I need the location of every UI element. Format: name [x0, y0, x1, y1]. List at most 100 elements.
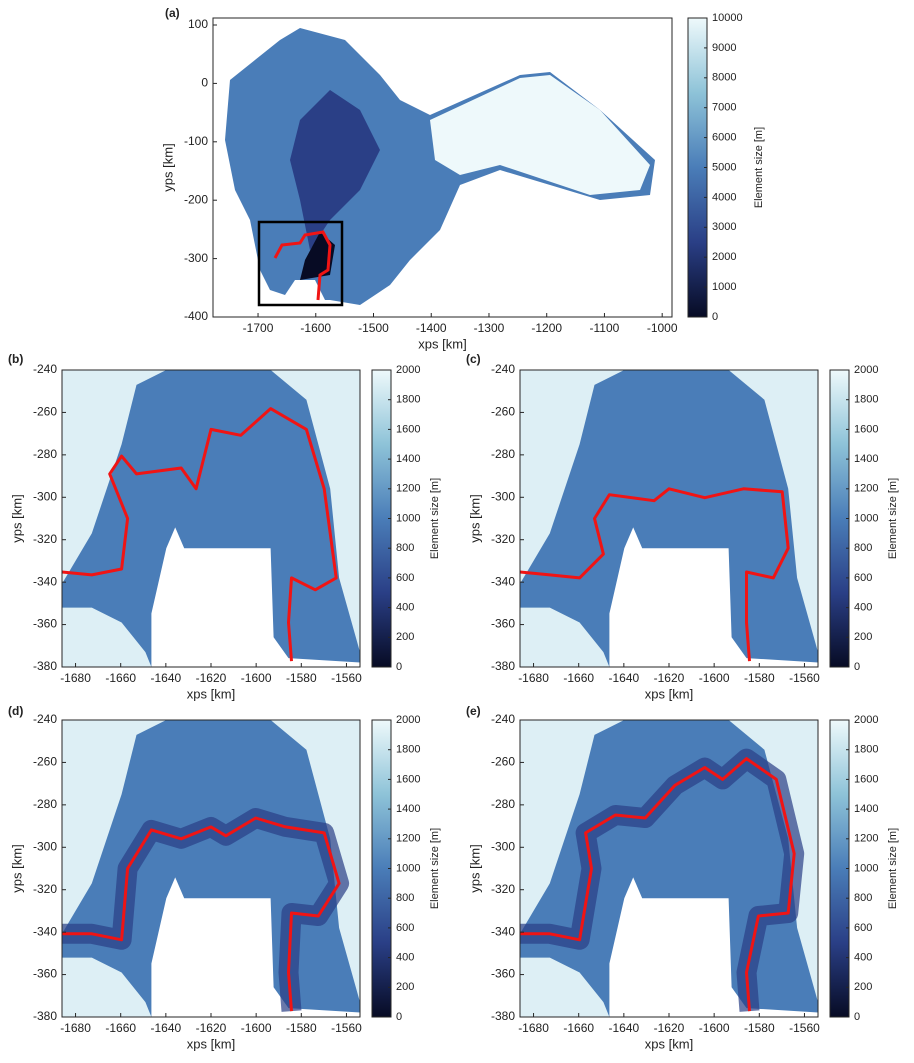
y-tick-label: -280 — [33, 797, 57, 811]
x-tick-label: -1640 — [608, 671, 639, 685]
colorbar-tick-label: 800 — [396, 542, 414, 554]
colorbar-tick-label: 7000 — [712, 102, 736, 114]
y-tick-label: -340 — [491, 574, 515, 588]
x-tick-label: -1680 — [60, 1021, 91, 1035]
y-tick-label: -240 — [491, 712, 515, 726]
x-axis-label: xps [km] — [187, 686, 235, 701]
y-axis-label: yps [km] — [9, 844, 24, 892]
colorbar-tick-label: 1600 — [854, 423, 878, 435]
y-axis-label: yps [km] — [160, 143, 175, 191]
x-tick-label: -1100 — [590, 321, 620, 335]
x-tick-label: -1600 — [699, 671, 730, 685]
ocean — [151, 877, 360, 1017]
y-tick-label: -340 — [33, 924, 57, 938]
x-tick-label: -1580 — [286, 1021, 317, 1035]
y-tick-label: -320 — [491, 882, 515, 896]
colorbar-label: Element size [m] — [429, 828, 441, 909]
y-tick-label: -320 — [33, 532, 57, 546]
colorbar-tick-label: 1800 — [854, 394, 878, 406]
colorbar-tick-label: 1800 — [396, 744, 420, 756]
y-tick-label: -240 — [33, 712, 57, 726]
colorbar-tick-label: 1000 — [854, 512, 878, 524]
axes-frame — [212, 17, 673, 318]
ice-mesh — [62, 370, 360, 667]
x-tick-label: -1500 — [358, 321, 389, 335]
y-tick-label: -260 — [33, 405, 57, 419]
colorbar-tick-label: 0 — [712, 311, 718, 323]
map — [520, 370, 818, 667]
x-tick-label: -1660 — [105, 1021, 136, 1035]
x-tick-label: -1660 — [563, 1021, 594, 1035]
x-tick-label: -1700 — [243, 321, 274, 335]
panel-label: (d) — [8, 704, 23, 718]
colorbar-label: Element size [m] — [753, 127, 765, 208]
colorbar-label: Element size [m] — [887, 478, 899, 559]
x-tick-label: -1000 — [647, 321, 678, 335]
map — [62, 370, 360, 667]
y-tick-label: -400 — [184, 309, 208, 323]
x-tick-label: -1300 — [474, 321, 505, 335]
colorbar-tick-label: 1200 — [854, 833, 878, 845]
fine-core — [300, 232, 335, 280]
y-tick-label: -340 — [33, 574, 57, 588]
y-tick-label: -260 — [491, 405, 515, 419]
x-tick-label: -1600 — [300, 321, 331, 335]
colorbar-tick-label: 9000 — [712, 42, 736, 54]
x-tick-label: -1600 — [699, 1021, 730, 1035]
colorbar-tick-label: 1400 — [854, 803, 878, 815]
zoom-box — [257, 220, 344, 307]
colorbar-tick-label: 1200 — [396, 483, 420, 495]
y-tick-label: -380 — [491, 1009, 515, 1023]
y-tick-label: -300 — [33, 489, 57, 503]
colorbar-tick-label: 600 — [396, 572, 414, 584]
colorbar-tick-label: 400 — [854, 602, 872, 614]
colorbar-tick-label: 800 — [396, 892, 414, 904]
colorbar-tick-label: 600 — [854, 572, 872, 584]
colorbar-tick-label: 1000 — [396, 862, 420, 874]
colorbar-tick-label: 800 — [854, 892, 872, 904]
colorbar-tick-label: 1400 — [396, 803, 420, 815]
y-tick-label: -200 — [184, 192, 208, 206]
x-tick-label: -1560 — [331, 671, 362, 685]
panel-label: (b) — [8, 352, 23, 366]
colorbar-tick-label: 800 — [854, 542, 872, 554]
x-tick-label: -1600 — [241, 671, 272, 685]
x-tick-label: -1660 — [105, 671, 136, 685]
x-tick-label: -1680 — [518, 1021, 549, 1035]
x-tick-label: -1620 — [196, 671, 227, 685]
colorbar-tick-label: 200 — [396, 631, 414, 643]
x-tick-label: -1600 — [241, 1021, 272, 1035]
ocean — [609, 527, 818, 667]
grounding-line — [62, 407, 338, 662]
y-tick-label: -380 — [33, 659, 57, 673]
colorbar-tick-label: 1600 — [396, 423, 420, 435]
y-axis-label: yps [km] — [467, 494, 482, 542]
y-tick-label: -300 — [491, 489, 515, 503]
colorbar-tick-label: 200 — [854, 631, 872, 643]
y-axis-label: yps [km] — [467, 844, 482, 892]
map — [520, 720, 818, 1017]
colorbar-tick-label: 2000 — [854, 364, 878, 376]
colorbar-tick-label: 1400 — [854, 453, 878, 465]
x-tick-label: -1640 — [608, 1021, 639, 1035]
colorbar-tick-label: 2000 — [396, 364, 420, 376]
y-tick-label: -280 — [33, 447, 57, 461]
colorbar-tick-label: 1800 — [854, 744, 878, 756]
colorbar-tick-label: 400 — [854, 952, 872, 964]
y-tick-label: -100 — [184, 134, 208, 148]
colorbar-tick-label: 5000 — [712, 161, 736, 173]
x-axis-label: xps [km] — [187, 1036, 235, 1051]
x-tick-label: -1680 — [518, 671, 549, 685]
y-tick-label: -260 — [33, 755, 57, 769]
colorbar-label: Element size [m] — [429, 478, 441, 559]
colorbar-tick-label: 0 — [854, 1011, 860, 1023]
x-tick-label: -1620 — [654, 671, 685, 685]
colorbar-tick-label: 1200 — [854, 483, 878, 495]
colorbar-tick-label: 2000 — [712, 251, 736, 263]
colorbar-tick-label: 1200 — [396, 833, 420, 845]
y-tick-label: -380 — [491, 659, 515, 673]
fine-region — [290, 90, 380, 250]
colorbar-tick-label: 1000 — [396, 512, 420, 524]
y-tick-label: -300 — [33, 839, 57, 853]
x-tick-label: -1200 — [531, 321, 562, 335]
